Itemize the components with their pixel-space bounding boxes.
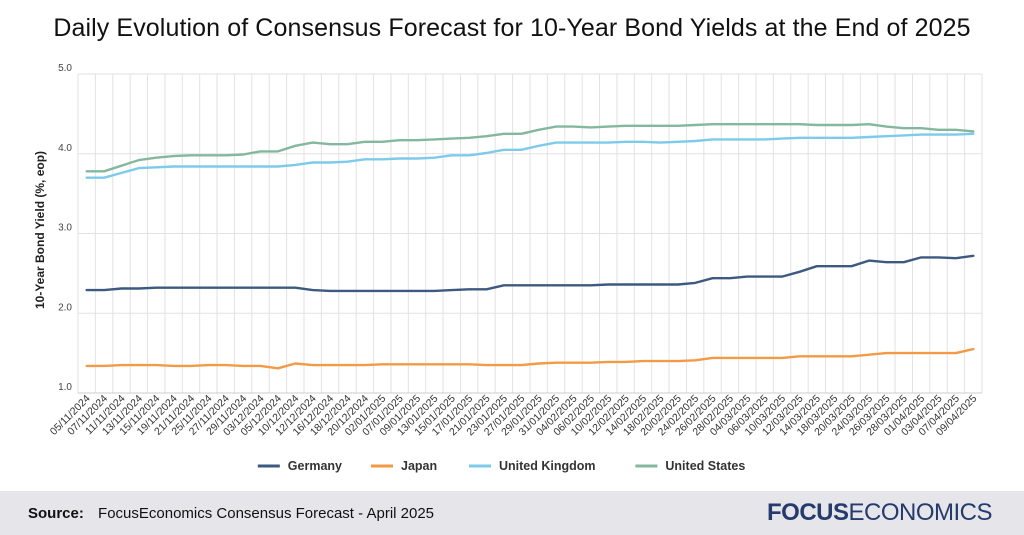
chart-title: Daily Evolution of Consensus Forecast fo… <box>53 14 971 42</box>
x-axis: 05/11/202407/11/202411/11/202413/11/2024… <box>48 392 982 438</box>
y-tick-label: 5.0 <box>58 63 72 74</box>
brand-logo: FOCUSECONOMICS <box>766 499 993 527</box>
line-chart: 1.0 2.0 3.0 4.0 5.0 05/11/202407/11/202411/1… <box>33 63 983 473</box>
y-tick-label: 4.0 <box>58 143 72 154</box>
y-tick-label: 2.0 <box>58 302 72 313</box>
y-tick-label: 1.0 <box>58 382 72 393</box>
legend: Germany Japan United Kingdom United States <box>257 459 745 473</box>
legend-label-united-states: United States <box>665 459 745 473</box>
source-note: Source: FocusEconomics Consensus Forecas… <box>28 505 434 522</box>
series-line-japan <box>85 347 975 370</box>
series-line-united-kingdom <box>85 132 975 179</box>
y-tick-label: 3.0 <box>58 223 72 234</box>
brand-light: ECONOMICS <box>848 499 992 526</box>
series-line-germany <box>85 254 975 293</box>
legend-label-japan: Japan <box>401 459 437 473</box>
source-text: FocusEconomics Consensus Forecast - Apri… <box>98 505 435 522</box>
y-axis: 1.0 2.0 3.0 4.0 5.0 <box>58 63 72 393</box>
series-line-united-states <box>85 122 975 173</box>
footer: Source: FocusEconomics Consensus Forecas… <box>0 491 1024 535</box>
y-axis-label: 10-Year Bond Yield (%, eop) <box>33 151 47 309</box>
source-label: Source: <box>28 505 84 522</box>
brand-bold: FOCUS <box>766 499 849 526</box>
series-lines <box>85 122 975 370</box>
grid <box>77 73 983 394</box>
legend-label-united-kingdom: United Kingdom <box>499 459 596 473</box>
legend-label-germany: Germany <box>288 459 342 473</box>
